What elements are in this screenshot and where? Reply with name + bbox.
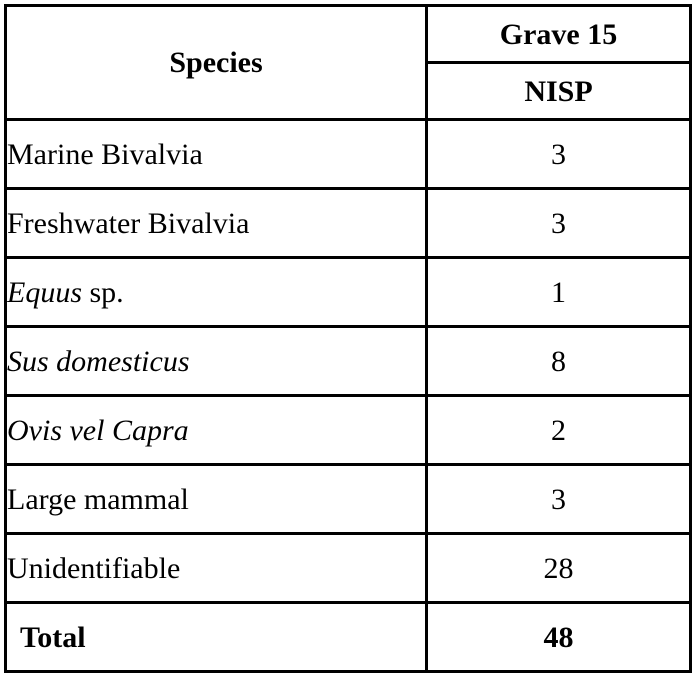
species-cell: Equus sp.: [4, 256, 428, 328]
nisp-cell: 3: [425, 187, 692, 259]
nisp-header-cell: NISP: [425, 61, 692, 121]
nisp-cell: 2: [425, 394, 692, 466]
species-cell: Large mammal: [4, 463, 428, 535]
table-row: Equus sp. 1: [4, 256, 692, 328]
nisp-cell: 3: [425, 463, 692, 535]
header-row-measure: NISP: [6, 61, 692, 121]
nisp-table: Species Grave 15 NISP Marine Bivalvia 3 Fr…: [4, 4, 692, 673]
table-row: Large mammal 3: [4, 463, 692, 535]
total-nisp-cell: 48: [425, 601, 692, 673]
grave-header-cell: Grave 15: [425, 4, 692, 64]
nisp-cell: 28: [425, 532, 692, 604]
nisp-cell: 3: [425, 118, 692, 190]
header-row-group: Species Grave 15: [4, 4, 692, 121]
total-label-cell: Total: [4, 601, 428, 673]
table-row: Unidentifiable 28: [4, 532, 692, 604]
species-cell: Unidentifiable: [4, 532, 428, 604]
species-cell: Ovis vel Capra: [4, 394, 428, 466]
species-cell: Marine Bivalvia: [4, 118, 428, 190]
nisp-cell: 1: [425, 256, 692, 328]
table-footer: Total 48: [4, 601, 692, 673]
table-row: Marine Bivalvia 3: [4, 118, 692, 190]
species-cell: Sus domesticus: [4, 325, 428, 397]
table-body: Marine Bivalvia 3 Freshwater Bivalvia 3 Equu…: [4, 118, 692, 604]
nisp-cell: 8: [425, 325, 692, 397]
table-header: Species Grave 15 NISP: [4, 4, 692, 121]
table-row: Freshwater Bivalvia 3: [4, 187, 692, 259]
table-row: Sus domesticus 8: [4, 325, 692, 397]
total-row: Total 48: [4, 601, 692, 673]
species-cell: Freshwater Bivalvia: [4, 187, 428, 259]
table-row: Ovis vel Capra 2: [4, 394, 692, 466]
species-header-cell: Species: [4, 4, 428, 121]
